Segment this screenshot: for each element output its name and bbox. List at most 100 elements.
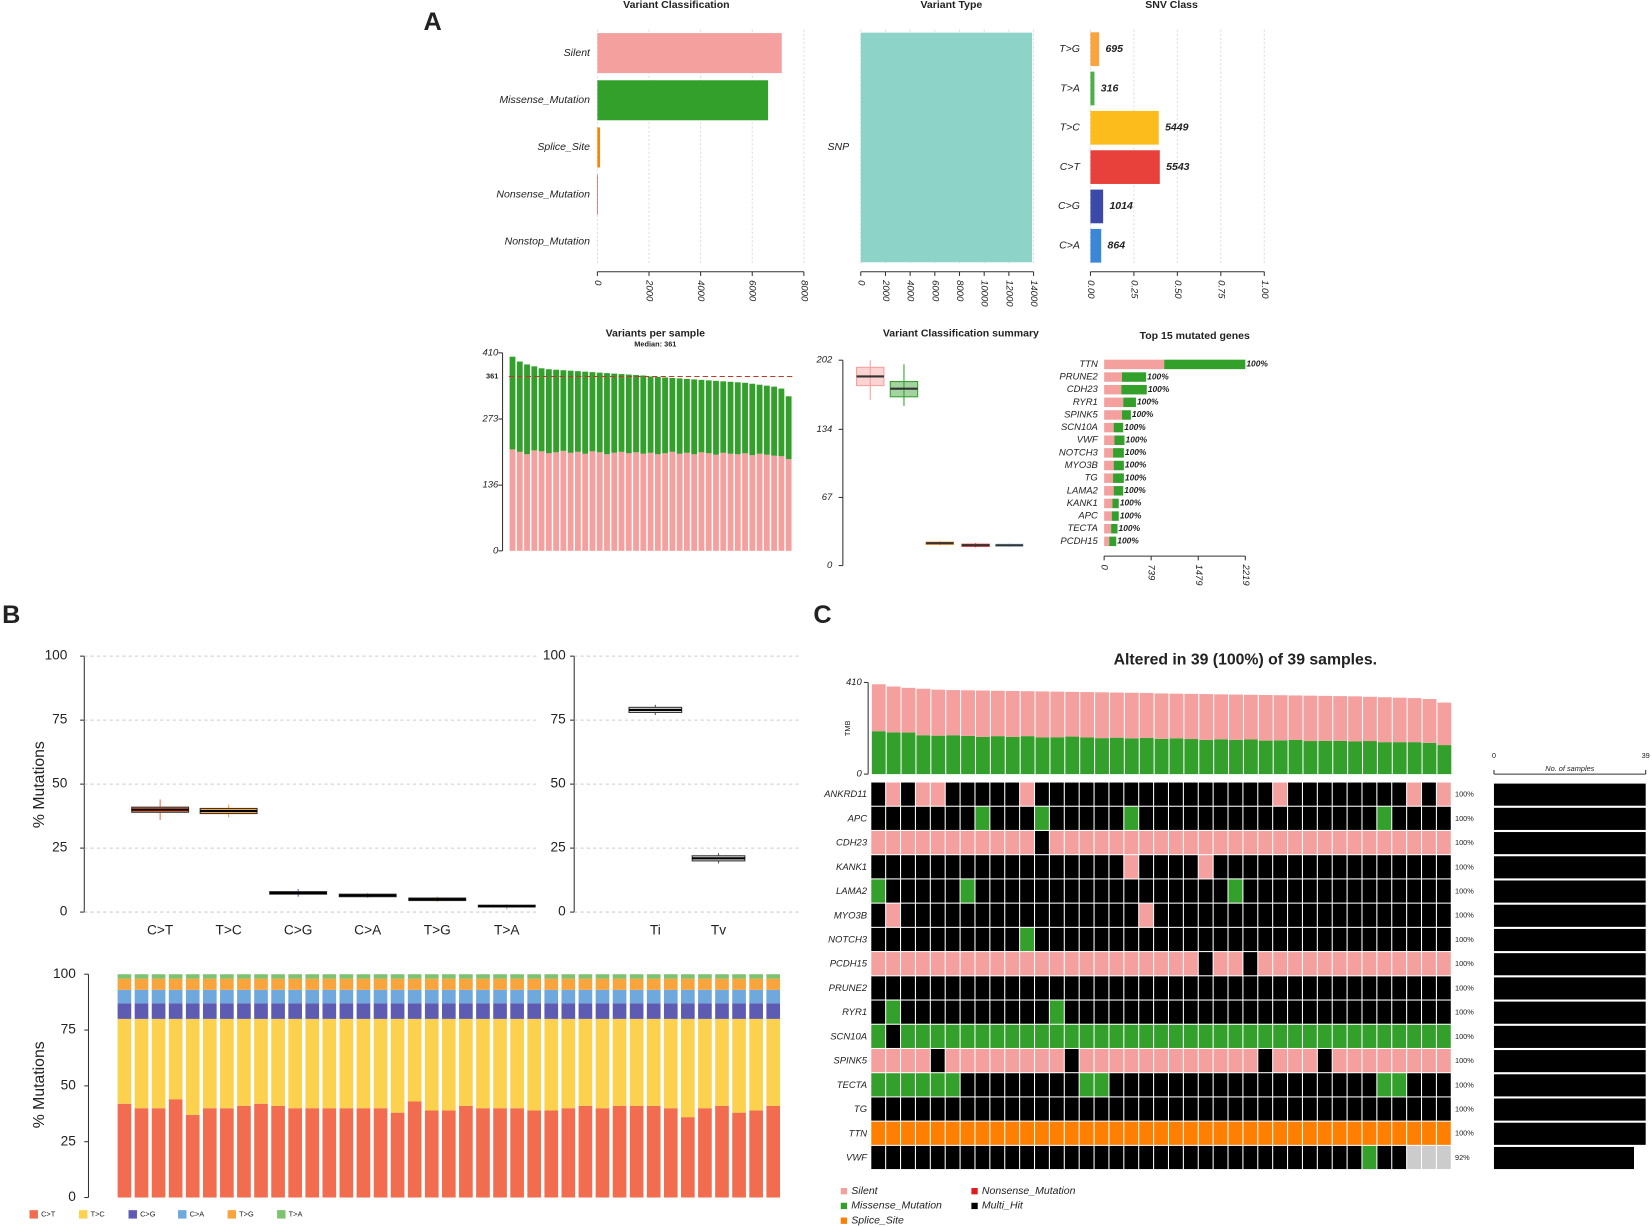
cell (1139, 903, 1154, 927)
cell (1064, 855, 1079, 879)
cell (1258, 1024, 1273, 1048)
cell (1228, 879, 1243, 903)
bar-segment (720, 452, 727, 551)
cell (901, 976, 915, 1000)
cell (1005, 976, 1020, 1000)
cell (1422, 1097, 1436, 1121)
x-tick-label: 0.50 (1172, 280, 1183, 299)
category-label: TTN (1079, 359, 1098, 370)
percent-label: 100% (1148, 384, 1170, 394)
cell (1436, 782, 1451, 806)
bar-segment (756, 384, 763, 454)
bar-segment (151, 1018, 166, 1109)
tmb-bar (1363, 741, 1377, 775)
gene-label: TTN (849, 1128, 868, 1139)
cell (1377, 1145, 1392, 1170)
tmb-bar (1392, 697, 1407, 743)
cell (1392, 782, 1407, 806)
cell (1020, 1121, 1034, 1145)
cell (1392, 1145, 1407, 1170)
tmb-bar (1154, 738, 1169, 775)
cell (975, 806, 990, 830)
bar-segment (629, 974, 644, 979)
bar (1090, 228, 1102, 263)
cell (1213, 1073, 1228, 1097)
bar-segment (538, 368, 545, 452)
cell (1064, 1097, 1079, 1121)
cell (1094, 1049, 1109, 1073)
bar-segment (220, 1003, 234, 1019)
cell (1377, 903, 1392, 927)
bar-segment (1114, 435, 1125, 445)
cell (1332, 1073, 1347, 1097)
cell (1079, 1145, 1094, 1170)
cell (1392, 952, 1407, 976)
cell (1302, 903, 1317, 927)
percent-label: 100% (1455, 838, 1474, 847)
cell (1213, 1024, 1228, 1048)
bar-segment (561, 1018, 576, 1109)
cell (871, 952, 886, 976)
cell (1422, 855, 1436, 879)
panel-label: B (2, 601, 20, 629)
category-label: SNP (828, 141, 850, 153)
cell (945, 1049, 960, 1073)
cell (1005, 1121, 1020, 1145)
bar-segment (441, 974, 456, 979)
cell (1288, 1121, 1302, 1145)
bar-segment (646, 1018, 661, 1106)
cell (1228, 1145, 1243, 1170)
bar-segment (595, 974, 610, 979)
bar-segment (117, 989, 132, 1004)
cell (1109, 952, 1124, 976)
cell (1228, 1024, 1243, 1048)
cell (901, 879, 915, 903)
cell (1020, 1145, 1034, 1170)
cell (1213, 855, 1228, 879)
bar-segment (424, 978, 439, 990)
gene-label: TG (854, 1104, 867, 1115)
bar-segment (640, 375, 647, 454)
cell (1139, 1073, 1154, 1097)
cell (1183, 855, 1198, 879)
bar-segment (647, 376, 654, 453)
x-tick-label: C>A (354, 923, 382, 938)
cell (1258, 976, 1273, 1000)
cell (1139, 830, 1154, 855)
cell (1243, 806, 1258, 830)
tmb-bar (871, 731, 886, 775)
cell (1377, 1121, 1392, 1145)
bar-segment (305, 1108, 320, 1198)
bar-segment (1109, 536, 1117, 547)
cell (1392, 1121, 1407, 1145)
y-tick-label: 410 (483, 347, 500, 358)
bar-segment (681, 1117, 695, 1198)
cell (1273, 976, 1288, 1000)
cell (1273, 806, 1288, 830)
cell (1109, 927, 1124, 952)
cell (1332, 830, 1347, 855)
bar-segment (168, 1099, 183, 1198)
bar (1090, 110, 1159, 145)
bar-segment (567, 370, 574, 453)
bar-segment (527, 1003, 542, 1019)
x-tick-label: 1.00 (1259, 280, 1270, 299)
gene-label: NOTCH3 (828, 934, 868, 945)
cell (1392, 903, 1407, 927)
cell (1049, 855, 1064, 879)
cell (1154, 903, 1168, 927)
cell (1049, 879, 1064, 903)
cell (960, 1000, 975, 1024)
bar-segment (720, 381, 727, 453)
cell (1169, 1097, 1183, 1121)
bar-segment (459, 978, 473, 990)
tmb-bar (1005, 690, 1020, 737)
bar-segment (476, 974, 490, 979)
cell (1377, 855, 1392, 879)
bar-segment (698, 989, 712, 1004)
cell (975, 879, 990, 903)
bar-segment (151, 989, 166, 1004)
cell (1139, 1097, 1154, 1121)
bar-segment (578, 1003, 593, 1019)
